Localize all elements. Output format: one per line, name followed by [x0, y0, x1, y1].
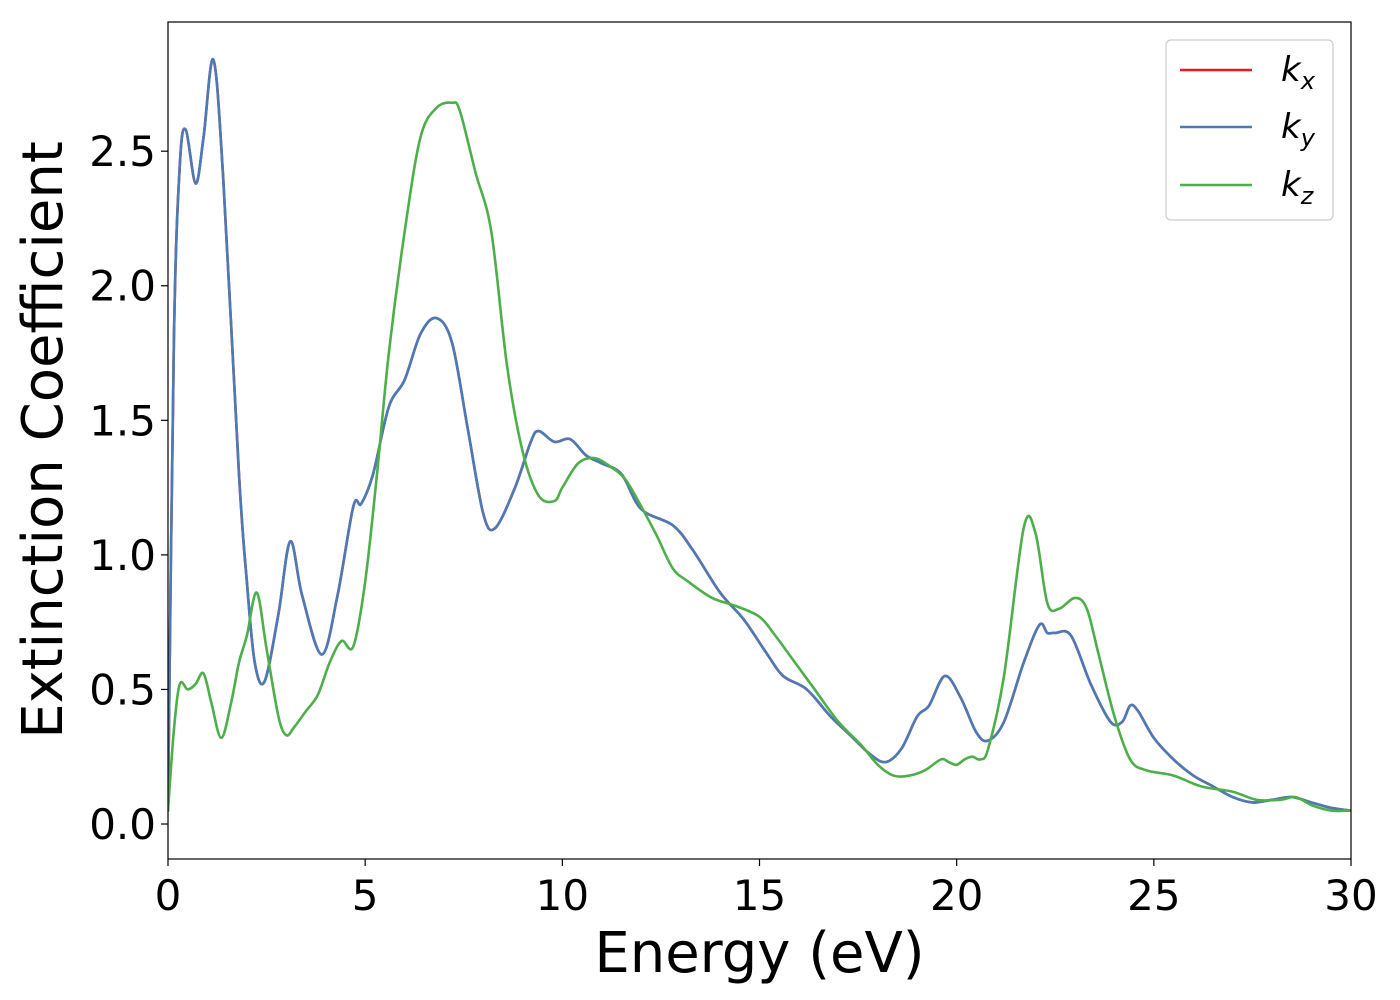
legend-label-kz: kz: [1281, 165, 1315, 210]
y-tick-label: 0.0: [89, 800, 156, 849]
legend-label-kx: kx: [1281, 50, 1316, 95]
x-tick-label: 30: [1324, 871, 1377, 920]
y-tick-label: 1.5: [89, 396, 156, 445]
series-line-kz: [168, 101, 1351, 813]
x-axis-label: Energy (eV): [594, 921, 924, 986]
y-tick-label: 0.5: [89, 665, 156, 714]
x-axis: 0 5 10 15 20 25 30: [155, 859, 1378, 920]
x-tick-label: 25: [1127, 871, 1180, 920]
y-axis: 0.0 0.5 1.0 1.5 2.0 2.5: [89, 127, 168, 849]
legend-label-ky: ky: [1281, 107, 1316, 152]
y-tick-label: 2.5: [89, 127, 156, 176]
y-tick-label: 1.0: [89, 531, 156, 580]
x-tick-label: 10: [536, 871, 589, 920]
x-tick-label: 20: [930, 871, 983, 920]
y-tick-label: 2.0: [89, 262, 156, 311]
series-layer: [168, 58, 1351, 813]
x-tick-label: 0: [155, 871, 182, 920]
legend-box: [1165, 39, 1334, 221]
legend: kx ky kz: [1165, 39, 1334, 221]
x-tick-label: 5: [352, 871, 379, 920]
y-axis-label: Extinction Coefficient: [11, 141, 76, 739]
x-tick-label: 15: [733, 871, 786, 920]
